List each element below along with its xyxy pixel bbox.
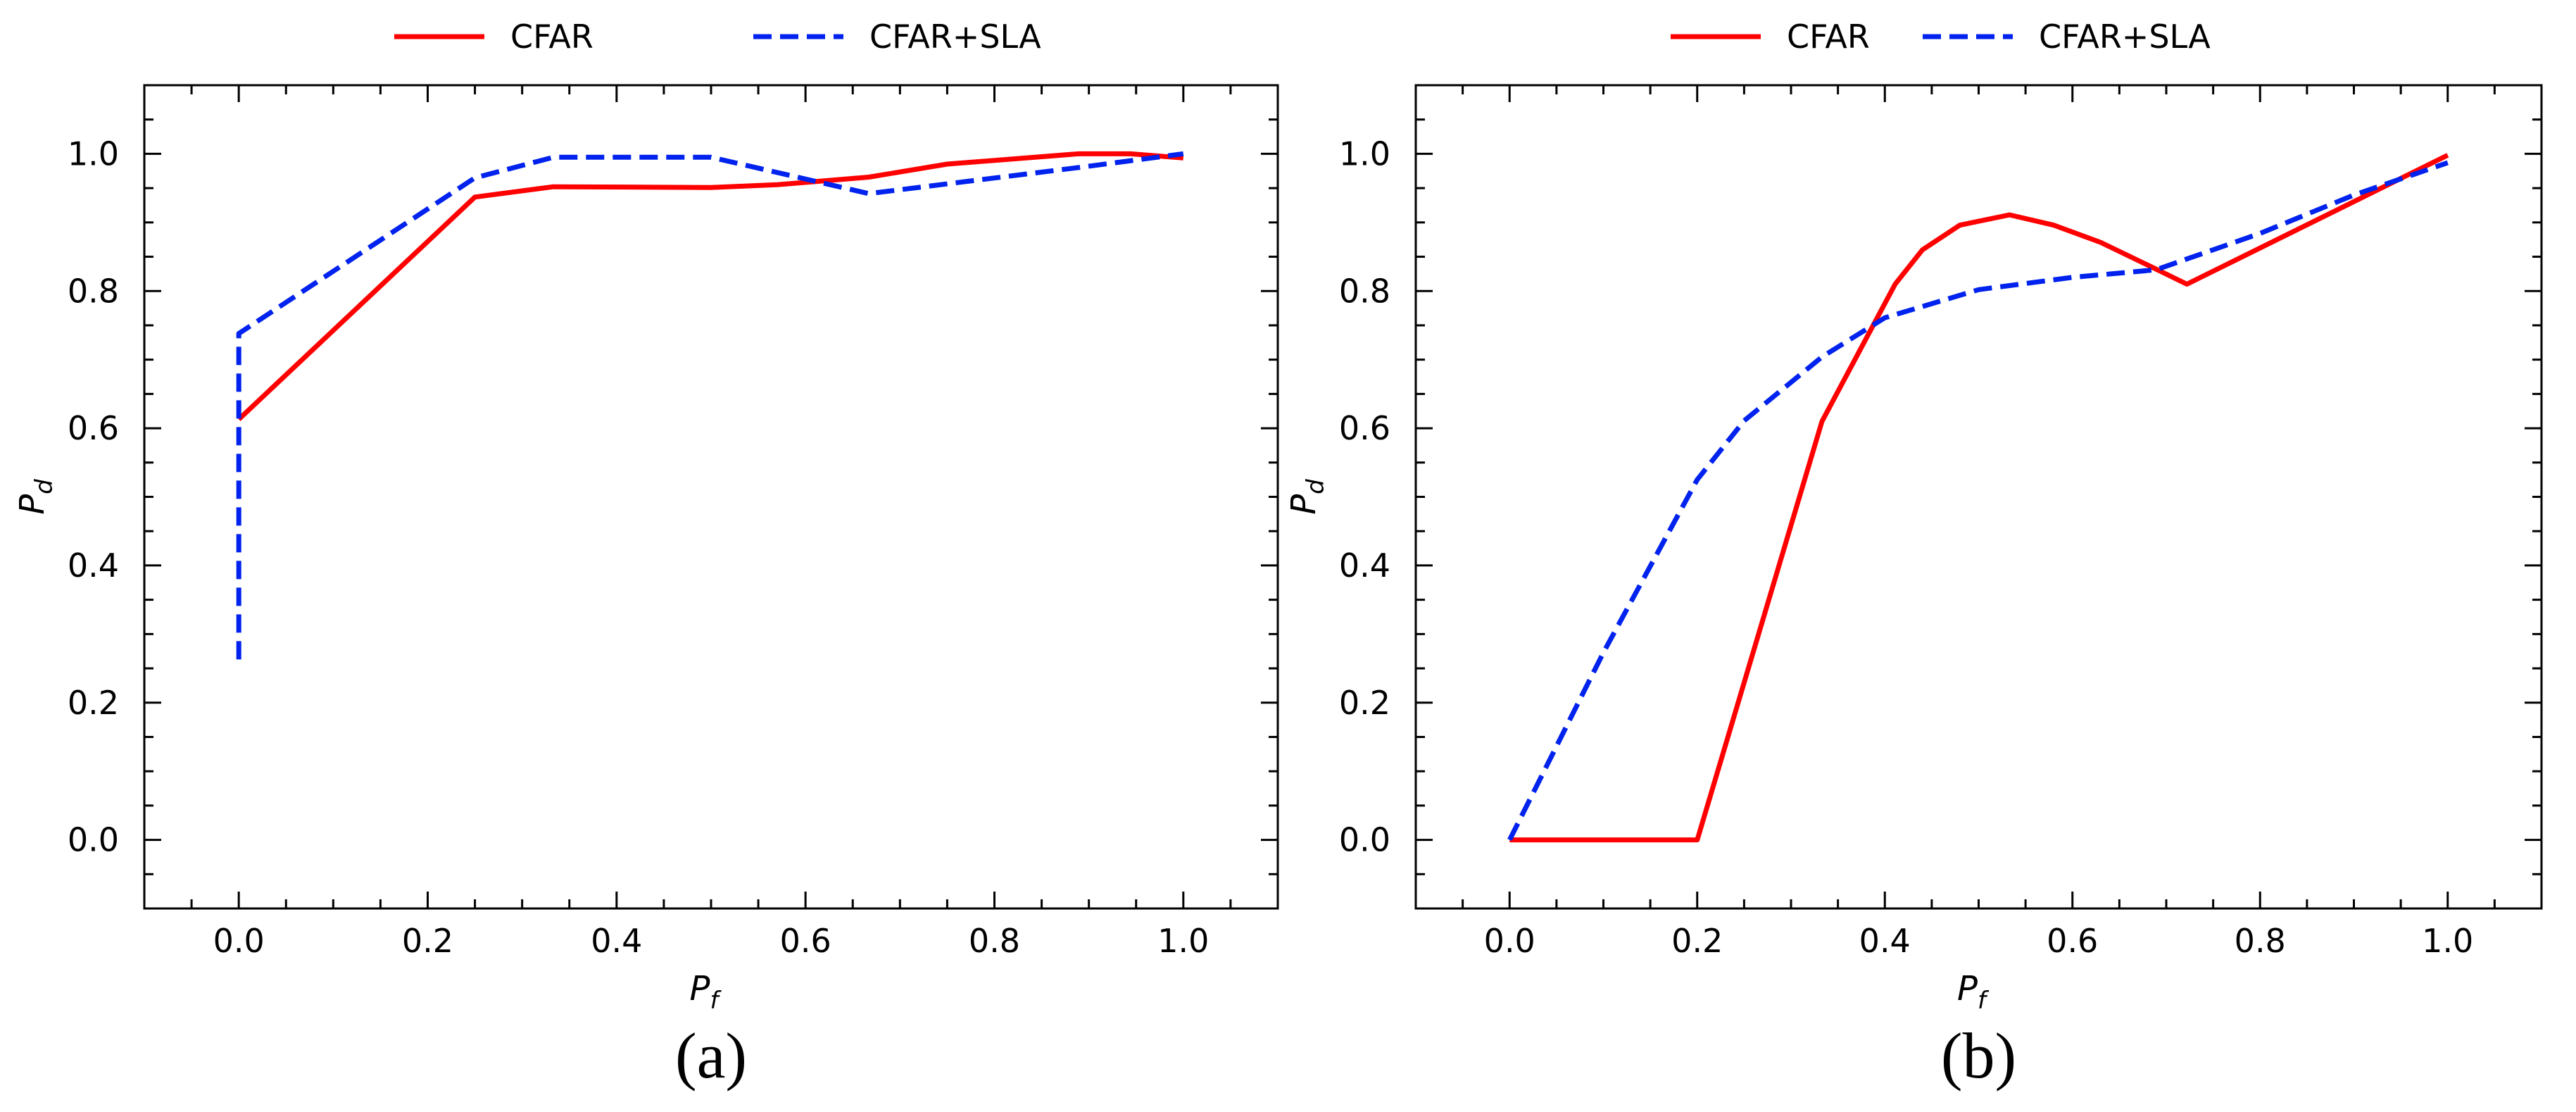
x-tick-label: 0.2: [1671, 922, 1723, 960]
x-axis-label: Pf: [690, 969, 722, 1015]
x-tick-label: 0.6: [780, 922, 831, 960]
y-axis-label-main: P: [13, 494, 52, 515]
axes-frame: [1414, 84, 2543, 910]
y-tick-label: 1.0: [1339, 135, 1390, 173]
legend-label: CFAR: [1787, 18, 1870, 56]
y-tick-label: 0.8: [68, 272, 119, 310]
y-tick-label: 0.0: [1339, 821, 1390, 859]
y-tick-label: 0.6: [1339, 409, 1390, 447]
panel-label: (b): [1941, 1020, 2016, 1092]
x-axis-label-sub: f: [1978, 987, 1990, 1015]
series-line-cfar: [1509, 153, 2449, 843]
y-tick-label: 0.6: [68, 409, 119, 447]
y-axis-label-main: P: [1284, 494, 1324, 515]
x-tick-label: 0.0: [213, 922, 265, 960]
series-line-cfar-sla: [1507, 160, 2449, 842]
y-tick-label: 0.4: [1339, 546, 1390, 585]
y-tick-label: 0.2: [68, 684, 119, 722]
x-tick-label: 0.4: [591, 922, 642, 960]
x-axis-label: Pf: [1957, 969, 1990, 1015]
legend-label: CFAR+SLA: [869, 18, 1041, 56]
series-line-cfar-sla: [236, 151, 1184, 660]
y-axis-label: Pd: [13, 479, 58, 515]
panel-label: (a): [675, 1020, 747, 1092]
x-tick-label: 0.8: [2235, 922, 2286, 960]
y-axis-label-sub: d: [1302, 479, 1330, 494]
legend-label: CFAR: [510, 18, 593, 56]
x-tick-label: 1.0: [2422, 922, 2473, 960]
panel-a: 0.0 0.2 0.4 0.6 0.8 1.00.00.20.40.60.81.0PfPd…: [13, 18, 1279, 1092]
y-axis-label-sub: d: [30, 479, 58, 494]
x-tick-label: 0.8: [969, 922, 1020, 960]
legend-label: CFAR+SLA: [2039, 18, 2211, 56]
y-tick-label: 0.4: [68, 546, 119, 585]
x-tick-label: 1.0: [1157, 922, 1209, 960]
x-tick-label: 0.2: [402, 922, 453, 960]
y-axis-label: Pd: [1284, 479, 1330, 515]
x-axis-label-sub: f: [710, 987, 722, 1015]
y-tick-label: 0.8: [1339, 272, 1390, 310]
series-line-cfar: [237, 151, 1184, 421]
x-tick-label: 0.0: [1484, 922, 1535, 960]
panel-b: 0.0 0.2 0.4 0.6 0.8 1.00.00.20.40.60.81.0PfPd…: [1284, 18, 2543, 1092]
axes-frame: [143, 84, 1279, 910]
y-tick-label: 1.0: [68, 135, 119, 173]
y-tick-label: 0.2: [1339, 684, 1390, 722]
x-tick-label: 0.4: [1859, 922, 1911, 960]
x-axis-label-main: P: [1957, 969, 1978, 1008]
x-axis-label-main: P: [690, 969, 710, 1008]
y-tick-label: 0.0: [68, 821, 119, 859]
x-tick-label: 0.6: [2047, 922, 2098, 960]
